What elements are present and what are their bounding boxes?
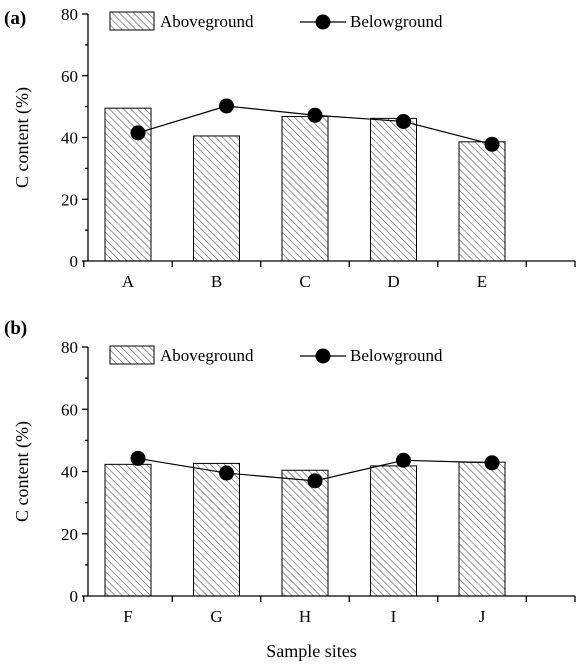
- point-belowground-I: [396, 452, 411, 468]
- x-tick-label: J: [479, 607, 486, 626]
- point-belowground-D: [396, 113, 411, 129]
- legend-marker-belowground: [315, 14, 331, 30]
- point-belowground-F: [130, 450, 146, 466]
- x-axis-title: Sample sites: [266, 641, 357, 661]
- x-tick-label: E: [477, 272, 487, 291]
- bar-aboveground-E: [458, 141, 506, 262]
- panel-label: (a): [4, 8, 26, 29]
- x-tick-label: F: [123, 607, 132, 626]
- legend-swatch-aboveground: [109, 345, 155, 365]
- y-tick-label: 60: [61, 67, 78, 86]
- bar-aboveground-H: [281, 469, 329, 597]
- x-tick-label: A: [122, 272, 135, 291]
- y-tick-label: 80: [61, 338, 78, 357]
- bar-aboveground-D: [370, 117, 417, 262]
- legend-marker-belowground: [315, 348, 331, 364]
- bar-aboveground-I: [370, 465, 417, 597]
- legend: Aboveground Belowground: [109, 11, 443, 31]
- point-belowground-A: [130, 125, 146, 141]
- legend: Aboveground Belowground: [109, 345, 443, 365]
- legend-label-belowground: Belowground: [350, 12, 443, 31]
- legend-label-aboveground: Aboveground: [160, 346, 254, 365]
- x-tick-label: I: [391, 607, 397, 626]
- point-belowground-J: [484, 455, 500, 471]
- y-tick-label: 20: [61, 190, 78, 209]
- chart-panel-b: (b) 0 20 40 60 80 F G H I J C content (%) Sample sit…: [4, 318, 576, 661]
- bar-aboveground-J: [458, 461, 506, 597]
- legend-label-belowground: Belowground: [350, 346, 443, 365]
- x-tick-label: G: [210, 607, 222, 626]
- y-tick-label: 0: [70, 252, 79, 271]
- x-tick-label: C: [299, 272, 310, 291]
- point-belowground-B: [219, 98, 234, 114]
- y-tick-label: 40: [61, 463, 78, 482]
- point-belowground-H: [307, 473, 323, 489]
- legend-swatch-aboveground: [109, 11, 155, 31]
- y-tick-label: 40: [61, 129, 78, 148]
- bar-aboveground-G: [193, 462, 240, 597]
- bar-aboveground-C: [281, 116, 329, 262]
- y-axis-title: C content (%): [12, 87, 33, 188]
- y-tick-label: 80: [61, 5, 78, 24]
- point-belowground-G: [219, 465, 234, 481]
- y-tick-label: 20: [61, 525, 78, 544]
- y-axis-title: C content (%): [12, 421, 33, 522]
- chart-panel-a: (a) 0 20 40 60 80 A B C D E C content (%) Abovegroun…: [4, 5, 576, 291]
- panel-label: (b): [4, 318, 27, 339]
- y-tick-label: 60: [61, 400, 78, 419]
- x-tick-label: H: [299, 607, 311, 626]
- legend-label-aboveground: Aboveground: [160, 12, 254, 31]
- x-tick-label: B: [211, 272, 222, 291]
- point-belowground-C: [307, 107, 323, 123]
- y-tick-label: 0: [70, 587, 79, 606]
- point-belowground-E: [484, 136, 500, 152]
- bar-aboveground-B: [193, 135, 240, 262]
- x-tick-label: D: [387, 272, 399, 291]
- bar-aboveground-F: [104, 463, 152, 597]
